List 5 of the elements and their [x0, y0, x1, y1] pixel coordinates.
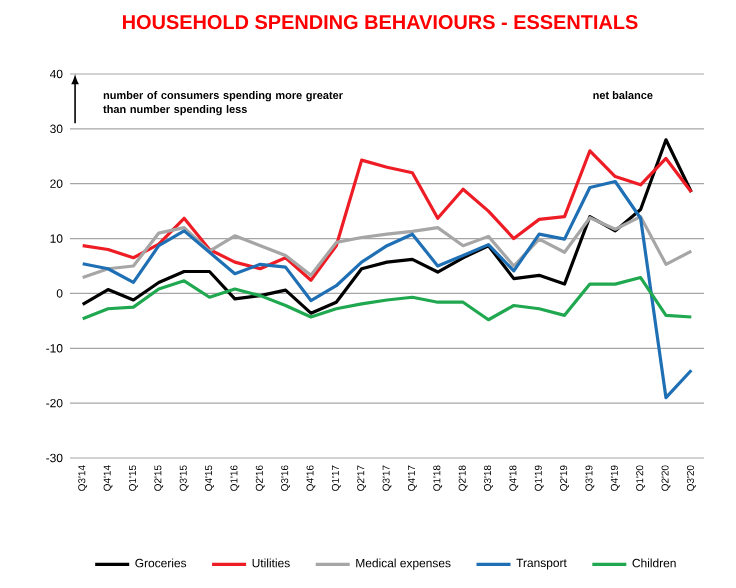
chart-title: HOUSEHOLD SPENDING BEHAVIOURS - ESSENTIALS	[123, 15, 638, 30]
line-series	[81, 149, 693, 282]
line-series	[81, 138, 693, 315]
line-series	[81, 275, 693, 322]
line-series	[81, 179, 693, 400]
